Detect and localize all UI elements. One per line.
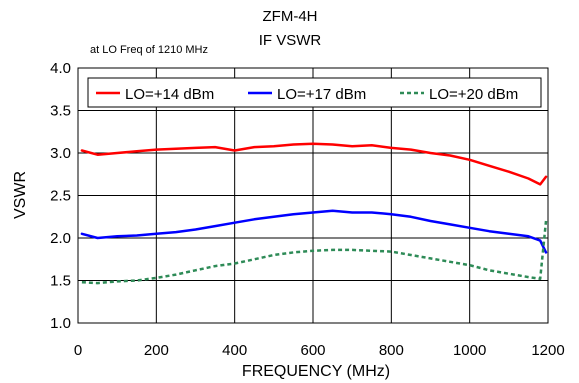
y-tick-label: 3.0	[50, 145, 71, 162]
x-axis-label: FREQUENCY (MHz)	[242, 363, 390, 380]
x-tick-label: 600	[300, 342, 325, 359]
y-tick-label: 2.5	[50, 188, 71, 205]
y-tick-label: 1.0	[50, 315, 71, 332]
chart-subtitle: IF VSWR	[259, 32, 322, 49]
legend-box	[87, 77, 542, 108]
y-tick-label: 4.0	[50, 60, 71, 77]
x-tick-label: 200	[144, 342, 169, 359]
x-tick-label: 0	[74, 342, 82, 359]
x-tick-label: 1200	[531, 342, 564, 359]
y-axis-label: VSWR	[12, 171, 29, 219]
legend-label-3: LO=+20 dBm	[429, 86, 518, 103]
legend-label-2: LO=+17 dBm	[277, 86, 366, 103]
series-lines	[80, 142, 548, 285]
legend: LO=+14 dBm LO=+17 dBm LO=+20 dBm	[87, 77, 542, 108]
plot-frame	[77, 67, 549, 324]
series-line-2	[80, 209, 548, 254]
tick-labels: 0 200 400 600 800 1000 1200 1.0 1.5 2.0 2.5 3.0 3.5 4…	[50, 60, 565, 359]
y-tick-label: 2.0	[50, 230, 71, 247]
series-line-3	[81, 220, 548, 285]
x-tick-label: 400	[222, 342, 247, 359]
y-tick-label: 3.5	[50, 103, 71, 120]
x-tick-label: 800	[379, 342, 404, 359]
chart-note: at LO Freq of 1210 MHz	[90, 44, 208, 56]
chart-title: ZFM-4H	[263, 8, 318, 25]
y-tick-label: 1.5	[50, 273, 71, 290]
x-tick-label: 1000	[453, 342, 486, 359]
series-line-1	[80, 142, 548, 186]
legend-label-1: LO=+14 dBm	[125, 86, 214, 103]
